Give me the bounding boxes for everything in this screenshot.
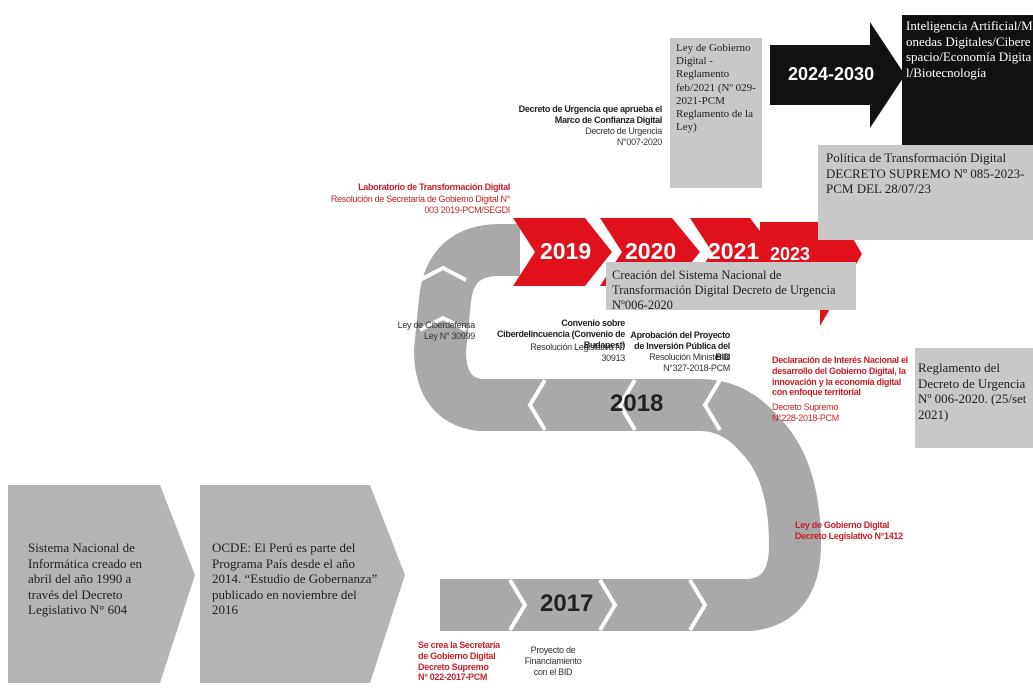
history-box — [8, 485, 195, 683]
future-box — [902, 15, 1033, 158]
note-detail: Resolución Legislativa N° 30913 — [530, 342, 625, 363]
note-detail: Proyecto de Financiamiento con el BID — [524, 645, 582, 677]
note-detail: Decreto de Urgencia N°007-2020 — [585, 126, 662, 147]
note-title: Ley de Gobierno Digital Decreto Legislat… — [795, 520, 903, 541]
chevrons — [419, 265, 722, 632]
year: 2023 — [770, 244, 811, 264]
box-text: Ley de Gobierno Digital - Reglamento feb… — [676, 42, 756, 134]
note-detail: Resolución de Secretaría de Gobierno Dig… — [330, 194, 510, 215]
history-text: Sistema Nacional de Informática creado e… — [28, 540, 143, 618]
note-detail: Resolución Ministerial N°327-2018-PCM — [649, 352, 730, 373]
year: 2024-2030 — [788, 64, 875, 84]
year: 2021 — [708, 238, 760, 264]
note-title: Se crea la Secretaría de Gobierno Digita… — [418, 640, 500, 683]
note-title: Convenio sobre Ciberdelincuencia (Conven… — [496, 318, 625, 350]
box — [606, 262, 856, 310]
box-text: Creación del Sistema Nacional de Transfo… — [612, 268, 836, 312]
history-text: OCDE: El Perú es parte del Programa País… — [212, 540, 378, 618]
box — [915, 348, 1033, 448]
year: 2018 — [610, 390, 664, 417]
year: 2019 — [540, 238, 592, 264]
year: 2020 — [625, 238, 677, 264]
box — [818, 145, 1033, 240]
history-box — [200, 485, 405, 683]
note-title: Decreto de Urgencia que aprueba el Marco… — [518, 104, 663, 125]
note-detail: Ley de Ciberdefensa Ley N° 30999 — [397, 320, 476, 341]
timeline-band — [413, 224, 822, 631]
note-detail: Decreto Supremo N°228-2018-PCM — [772, 402, 839, 423]
note-title: Declaración de Interés Nacional el desar… — [772, 355, 908, 398]
box — [670, 38, 762, 188]
note-title: Aprobación del Proyecto de Inversión Púb… — [630, 330, 730, 362]
box-text: Reglamento del Decreto de Urgencia Nº 00… — [918, 360, 1027, 422]
box-text: Inteligencia Artificial/Monedas Digitale… — [906, 18, 1033, 80]
box-text: Política de Transformación Digital DECRE… — [826, 150, 1025, 197]
arrow-2019 — [513, 218, 612, 286]
note-title: Laboratorio de Transformación Digital — [358, 182, 510, 192]
year: 2017 — [540, 590, 594, 617]
arrow-2024 — [770, 22, 905, 128]
